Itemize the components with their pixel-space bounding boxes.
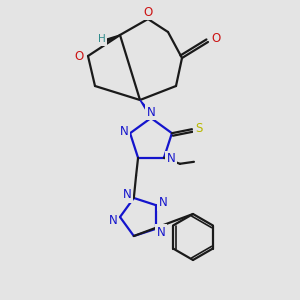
Text: N: N — [120, 125, 128, 138]
Text: S: S — [195, 122, 203, 135]
Text: N: N — [109, 214, 117, 227]
Text: N: N — [122, 188, 131, 202]
Text: H: H — [98, 34, 106, 44]
Polygon shape — [99, 35, 120, 45]
Text: N: N — [157, 226, 166, 239]
Text: O: O — [212, 32, 220, 44]
Polygon shape — [140, 100, 152, 116]
Text: N: N — [147, 106, 155, 118]
Text: N: N — [167, 152, 175, 165]
Text: O: O — [143, 5, 153, 19]
Text: O: O — [74, 50, 84, 62]
Text: N: N — [159, 196, 168, 209]
